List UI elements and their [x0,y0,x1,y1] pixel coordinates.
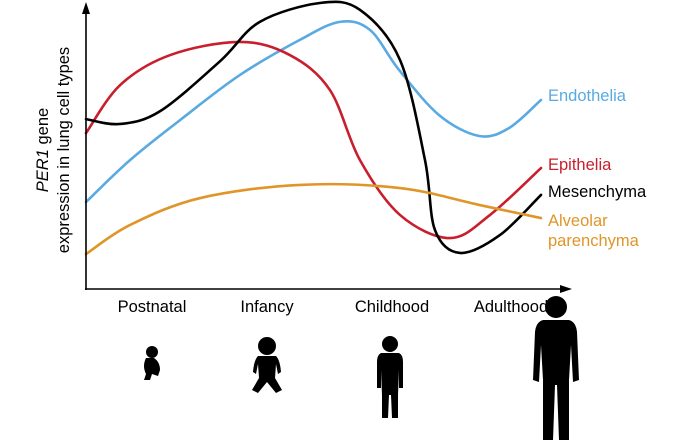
x-label-postnatal: Postnatal [118,298,187,316]
series-labels: Endothelia Epithelia Mesenchyma Alveolar… [548,87,647,250]
y-label-rest: gene [34,108,52,149]
x-label-adulthood: Adulthood [474,298,548,316]
adult-silhouette-icon [533,296,579,440]
y-label-line2: expression in lung cell types [55,47,73,253]
label-alveolar: Alveolar [548,212,608,230]
label-mesenchyma: Mesenchyma [548,183,647,201]
y-axis-arrow [82,2,90,14]
x-category-labels: Postnatal Infancy Childhood Adulthood [118,298,549,316]
series-line-endothelia [84,19,543,204]
x-label-childhood: Childhood [355,298,429,316]
series-line-alveolar-parenchyma [84,182,543,256]
x-axis-arrow [560,285,572,293]
infant-silhouette-icon [252,337,282,393]
child-silhouette-icon [377,336,403,418]
y-label-italic: PER1 [34,149,52,192]
label-parenchyma: parenchyma [548,232,640,250]
series-line-mesenchyma [84,0,543,255]
x-label-infancy: Infancy [240,298,294,316]
label-epithelia: Epithelia [548,156,612,174]
baby-silhouette-icon [144,346,160,380]
label-endothelia: Endothelia [548,87,627,105]
y-axis-label: PER1 gene expression in lung cell types [34,47,73,253]
svg-text:PER1 gene: PER1 gene [34,108,52,192]
axes [82,2,572,293]
series-line-epithelia [84,40,543,240]
series-lines [84,0,543,256]
